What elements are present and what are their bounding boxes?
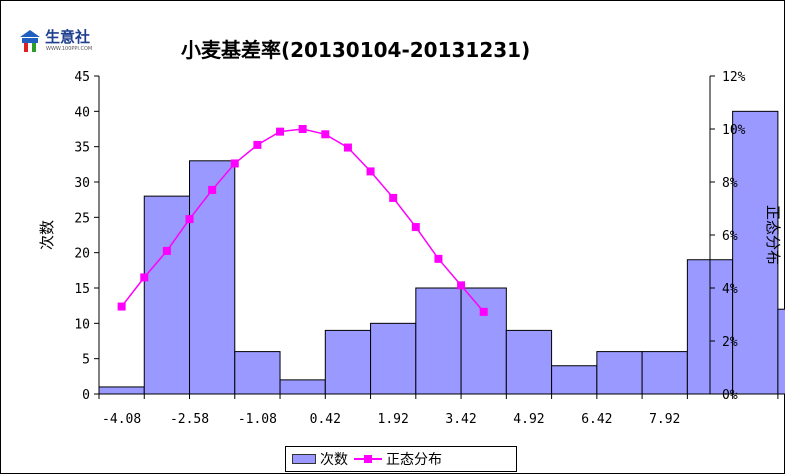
x-tick-label: 0.42 <box>310 412 341 427</box>
bar <box>777 308 785 395</box>
line-point <box>434 254 443 263</box>
y-tick-label: 30 <box>74 176 90 191</box>
line-point <box>298 125 307 133</box>
brand-logo: 生意社 WWW.100PPI.COM <box>19 28 93 53</box>
legend-bar-swatch <box>292 454 316 464</box>
bar <box>551 365 598 395</box>
line-point <box>411 223 420 232</box>
x-tick-label: 4.92 <box>513 412 544 427</box>
y2-tick-label: 2% <box>722 335 738 350</box>
bar <box>189 160 236 395</box>
line-point <box>230 159 239 168</box>
line-point <box>343 143 352 152</box>
y2-tick-label: 12% <box>722 70 746 85</box>
legend-line-swatch <box>354 453 382 465</box>
logo-icon <box>20 30 40 52</box>
bar <box>324 329 372 395</box>
x-tick-label: -4.08 <box>102 412 141 427</box>
bar <box>234 351 281 395</box>
x-tick-label: 1.92 <box>378 412 409 427</box>
bar-series <box>98 110 785 395</box>
bar <box>98 386 145 395</box>
line-series <box>117 125 488 316</box>
bar <box>415 287 462 395</box>
y2-tick-label: 6% <box>722 229 738 244</box>
y-tick-label: 40 <box>74 105 90 120</box>
y-tick-label: 5 <box>82 353 90 368</box>
legend: 次数 正态分布 <box>285 446 517 472</box>
bar <box>641 351 688 395</box>
bar <box>143 195 191 395</box>
bar <box>370 322 417 395</box>
bar <box>460 287 507 395</box>
chart-title: 小麦基差率(20130104-20131231) <box>181 38 531 62</box>
x-tick-label: 7.92 <box>649 412 680 427</box>
line-point <box>276 127 285 136</box>
line-point <box>457 281 466 290</box>
y-tick-label: 15 <box>74 282 90 297</box>
logo-text: 生意社 <box>45 28 91 46</box>
x-tick-label: 3.42 <box>445 412 476 427</box>
line-point <box>321 130 330 139</box>
legend-line-label: 正态分布 <box>386 452 442 468</box>
bar <box>596 351 643 395</box>
y-tick-label: 10 <box>74 317 90 332</box>
line-point <box>162 246 171 255</box>
y2-tick-label: 0% <box>722 388 738 403</box>
axes <box>94 75 779 399</box>
line-point <box>117 302 126 311</box>
line-point <box>140 273 149 282</box>
bar <box>505 329 553 395</box>
line-point <box>479 307 488 316</box>
y-tick-label: 35 <box>74 141 90 156</box>
y-tick-label: 0 <box>82 388 90 403</box>
line-point <box>253 140 262 149</box>
y-tick-label: 20 <box>74 247 90 262</box>
y-tick-label: 25 <box>74 211 90 226</box>
logo-subtext: WWW.100PPI.COM <box>46 46 93 52</box>
y-tick-label: 45 <box>74 70 90 85</box>
y2-axis-title: 正态分布 <box>764 205 782 265</box>
legend-item-line: 正态分布 <box>354 449 442 469</box>
x-tick-label: -1.08 <box>238 412 277 427</box>
line-point <box>366 167 375 176</box>
bar <box>732 110 779 395</box>
y2-tick-label: 10% <box>722 123 746 138</box>
x-tick-label: -2.58 <box>170 412 209 427</box>
legend-bar-label: 次数 <box>320 452 348 468</box>
y2-tick-label: 8% <box>722 176 738 191</box>
axis-labels: 0 5 10 15 20 25 30 35 40 45 0% 2% 4% 6% 8% 10% 12% -4.08 -… <box>38 70 782 427</box>
x-tick-label: 6.42 <box>581 412 612 427</box>
y-axis-title: 次数 <box>38 220 56 250</box>
bar <box>279 379 326 395</box>
y2-tick-label: 4% <box>722 282 738 297</box>
line-point <box>389 193 398 202</box>
line-point <box>185 215 194 224</box>
line-point <box>208 185 217 194</box>
legend-item-bars: 次数 <box>292 449 348 469</box>
